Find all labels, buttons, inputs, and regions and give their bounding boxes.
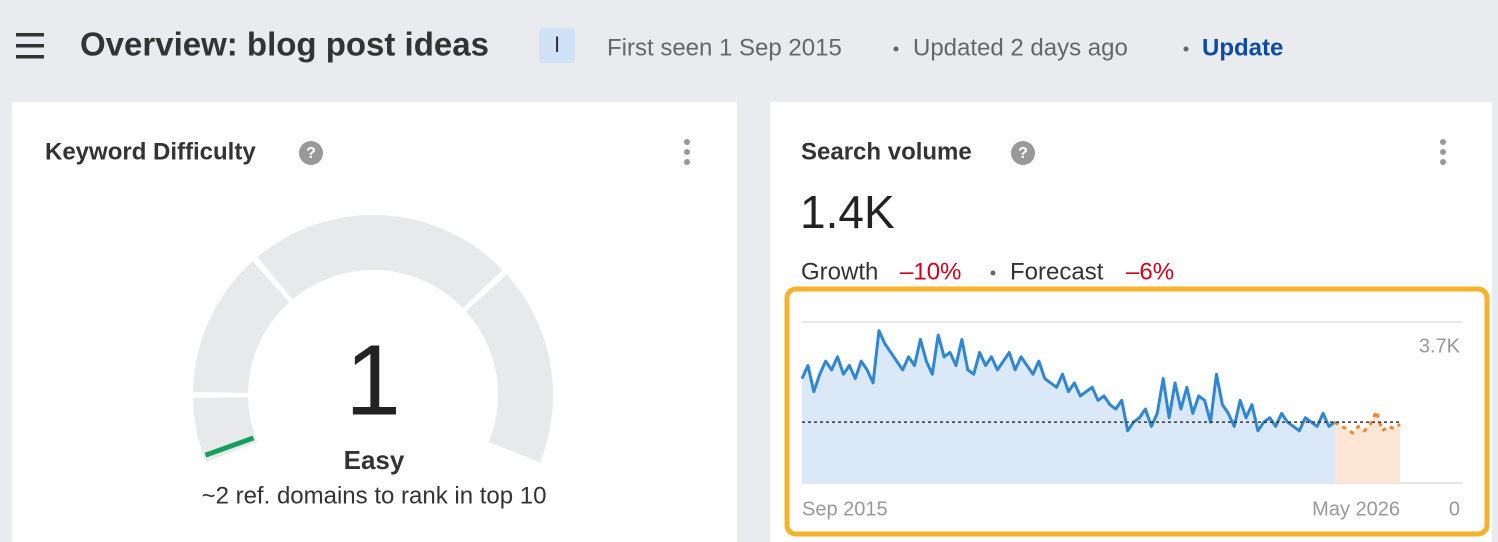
x-tick-label: May 2026	[1312, 498, 1400, 520]
badge: I	[554, 32, 560, 57]
dot	[684, 139, 690, 145]
dot	[684, 159, 690, 165]
card-title: Keyword Difficulty	[45, 138, 256, 165]
growth-label: Growth	[801, 258, 878, 285]
difficulty-label: Easy	[344, 445, 405, 475]
gauge-segment	[465, 274, 553, 463]
line	[800, 329, 1336, 433]
menu-icon[interactable]	[16, 33, 44, 59]
line	[1333, 409, 1401, 435]
area	[1334, 411, 1400, 483]
forecast-value: –6%	[1126, 258, 1174, 285]
badge-bg	[539, 28, 575, 63]
help-icon[interactable]: ?	[1011, 141, 1035, 165]
volume-chart: 0 3.7K Sep 2015 May 2026	[800, 321, 1462, 520]
x-tick-label: Sep 2015	[802, 498, 888, 520]
menu-bar	[16, 33, 44, 37]
kebab-menu[interactable]	[1440, 139, 1446, 165]
gauge-value	[204, 435, 255, 458]
help-mark: ?	[1018, 145, 1028, 162]
volume-value: 1.4K	[800, 186, 895, 238]
separator	[893, 46, 899, 52]
separator	[1183, 46, 1189, 52]
dot	[1440, 149, 1446, 155]
growth-value: –10%	[900, 258, 961, 285]
dot	[1440, 159, 1446, 165]
gauge-segment	[257, 215, 503, 309]
page-title: Overview: blog post ideas	[80, 26, 489, 63]
forecast-label: Forecast	[1010, 258, 1104, 285]
y-tick-label: 0	[1449, 498, 1460, 520]
update-link[interactable]: Update	[1202, 34, 1283, 61]
dot	[684, 149, 690, 155]
help-mark: ?	[306, 145, 316, 162]
dot	[1440, 139, 1446, 145]
card	[12, 102, 737, 542]
help-circle	[1011, 141, 1035, 165]
highlight-frame	[784, 286, 1490, 537]
menu-bar	[16, 55, 44, 59]
menu-bar	[16, 44, 44, 48]
gauge	[193, 215, 553, 463]
kebab-menu[interactable]	[684, 139, 690, 165]
gauge-segment	[193, 397, 258, 463]
difficulty-value: 1	[345, 324, 401, 436]
help-circle	[299, 141, 323, 165]
area	[802, 330, 1335, 483]
card-title: Search volume	[801, 138, 972, 165]
y-tick-label: 3.7K	[1419, 335, 1461, 357]
help-icon[interactable]: ?	[299, 141, 323, 165]
gauge-segment	[193, 261, 290, 393]
separator	[990, 270, 996, 276]
first-seen: First seen 1 Sep 2015	[607, 34, 842, 61]
difficulty-note: ~2 ref. domains to rank in top 10	[202, 482, 547, 509]
updated: Updated 2 days ago	[913, 34, 1128, 61]
